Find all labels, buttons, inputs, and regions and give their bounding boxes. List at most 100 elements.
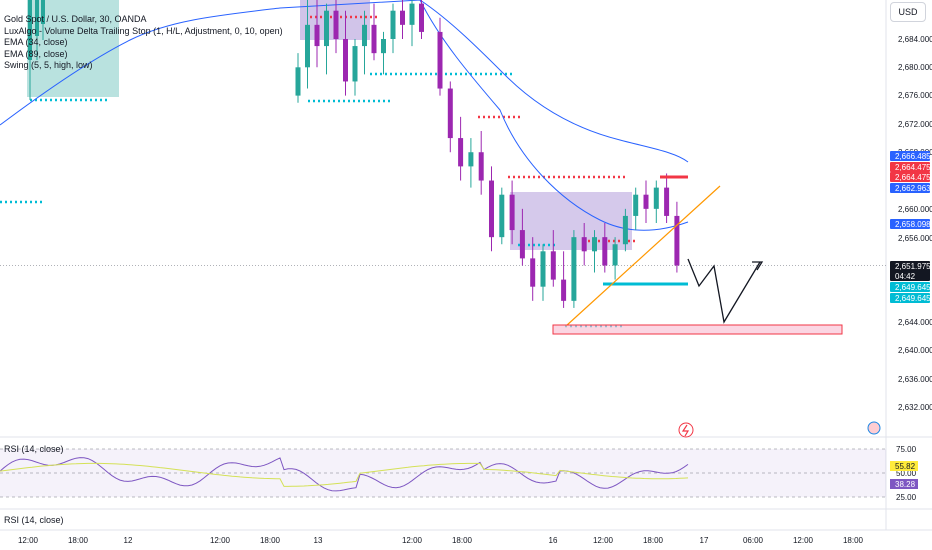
price-tag (890, 282, 930, 292)
price-tag-label: 2,658.098 (895, 220, 931, 229)
candle-body (571, 237, 577, 301)
rsi-tag (890, 479, 918, 489)
candle-body (530, 258, 536, 287)
price-tag-label: 2,664.475 (895, 173, 931, 182)
time-tick-label: 18:00 (843, 536, 864, 545)
time-tick-label: 16 (549, 536, 558, 545)
price-tick-label: 2,640.000 (898, 346, 932, 355)
rsi-level-label: 75.00 (896, 445, 917, 454)
price-tag (890, 172, 930, 182)
price-tag (890, 183, 930, 193)
time-tick-label: 18:00 (643, 536, 664, 545)
ema-89-line (419, 0, 689, 163)
legend-symbol[interactable]: Gold Spot / U.S. Dollar, 30, OANDA (4, 14, 147, 24)
chart-legend: Gold Spot / U.S. Dollar, 30, OANDA LuxAl… (4, 14, 283, 72)
price-tick-label: 2,672.000 (898, 120, 932, 129)
price-tag (890, 162, 930, 172)
price-tick-label: 2,684.000 (898, 35, 932, 44)
time-tick-label: 13 (314, 536, 323, 545)
price-tag-label: 2,662.963 (895, 184, 931, 193)
candle-body (468, 152, 474, 167)
trendline (565, 185, 721, 327)
candle-body (612, 244, 618, 266)
candle-body (458, 138, 464, 167)
candle-body (519, 230, 525, 259)
rsi-line (0, 457, 689, 492)
candle-body (295, 67, 301, 96)
time-tick-label: 18:00 (68, 536, 89, 545)
price-tick-label: 2,676.000 (898, 91, 932, 100)
candle-body (343, 39, 348, 82)
candle-body (409, 3, 415, 25)
time-tick-label: 12:00 (593, 536, 614, 545)
candle-body (550, 251, 556, 280)
price-tag (890, 151, 930, 161)
price-tick-label: 2,644.000 (898, 318, 932, 327)
candle-body (602, 237, 608, 266)
rsi-tag-label: 38.28 (895, 480, 916, 489)
candle-body (305, 24, 310, 68)
candle-body (540, 251, 546, 287)
candle-body (592, 237, 597, 252)
price-tick-label: 2,656.000 (898, 234, 932, 243)
candle-body (419, 3, 424, 32)
legend-indicator-swing[interactable]: Swing (5, 5, high, low) (4, 60, 93, 71)
candle-body (489, 180, 494, 238)
rsi-pane-title[interactable]: RSI (14, close) (4, 444, 64, 454)
candle-body (664, 187, 670, 216)
support-zone (552, 324, 843, 335)
rsi-pane-title-2[interactable]: RSI (14, close) (4, 515, 64, 525)
candle-body (633, 194, 639, 216)
us-flag-icon (867, 421, 881, 435)
time-tick-label: 12:00 (18, 536, 39, 545)
ema-34-line (0, 0, 689, 231)
candle-body (324, 10, 329, 47)
price-tick-label: 2,632.000 (898, 403, 932, 412)
candle-body (447, 88, 453, 139)
price-tag (890, 219, 930, 229)
currency-button[interactable]: USD (890, 2, 926, 22)
price-tag-label: 2,649.645 (895, 283, 931, 292)
candle-body (352, 46, 358, 82)
legend-indicator-ema-34[interactable]: EMA (34, close) (4, 37, 68, 48)
price-tick-label: 2,680.000 (898, 63, 932, 72)
candle-body (499, 194, 505, 238)
price-tag-label: 2,666.485 (895, 152, 931, 161)
legend-indicator-volume-delta[interactable]: LuxAlgo - Volume Delta Trailing Stop (1,… (4, 25, 283, 36)
time-tick-label: 12:00 (402, 536, 423, 545)
candle-body (653, 187, 659, 209)
event-icon (678, 422, 694, 438)
candle-body (371, 24, 377, 54)
price-tick-label: 2,660.000 (898, 205, 932, 214)
time-tick-label: 12:00 (210, 536, 231, 545)
candle-body (581, 237, 587, 252)
rsi-signal-line (0, 462, 689, 487)
rsi-tag (890, 461, 918, 471)
price-tag (890, 261, 930, 281)
candle-body (674, 215, 680, 266)
candle-body (28, 0, 32, 60)
rsi-level-label: 25.00 (896, 493, 917, 502)
forecast-arrowhead (752, 261, 764, 271)
price-tag (890, 293, 930, 303)
candle-body (381, 39, 386, 54)
candle-body (362, 24, 367, 47)
candle-body (437, 31, 443, 89)
candle-body (333, 10, 339, 40)
price-tag-label: 2,651.975 (895, 262, 931, 271)
candle-body (41, 0, 45, 24)
time-tick-label: 18:00 (452, 536, 473, 545)
price-tag-label: 2,649.645 (895, 294, 931, 303)
time-tick-label: 06:00 (743, 536, 764, 545)
candle-body (478, 152, 484, 181)
time-tick-label: 12 (124, 536, 133, 545)
rsi-level-label: 50.00 (896, 469, 917, 478)
candle-body (509, 194, 515, 231)
candle-body (314, 24, 320, 47)
candle-body (622, 215, 628, 245)
legend-indicator-ema-89[interactable]: EMA (89, close) (4, 48, 68, 59)
price-tag-countdown: 04:42 (895, 272, 916, 281)
price-tick-label: 2,636.000 (898, 375, 932, 384)
candle-body (400, 10, 405, 25)
